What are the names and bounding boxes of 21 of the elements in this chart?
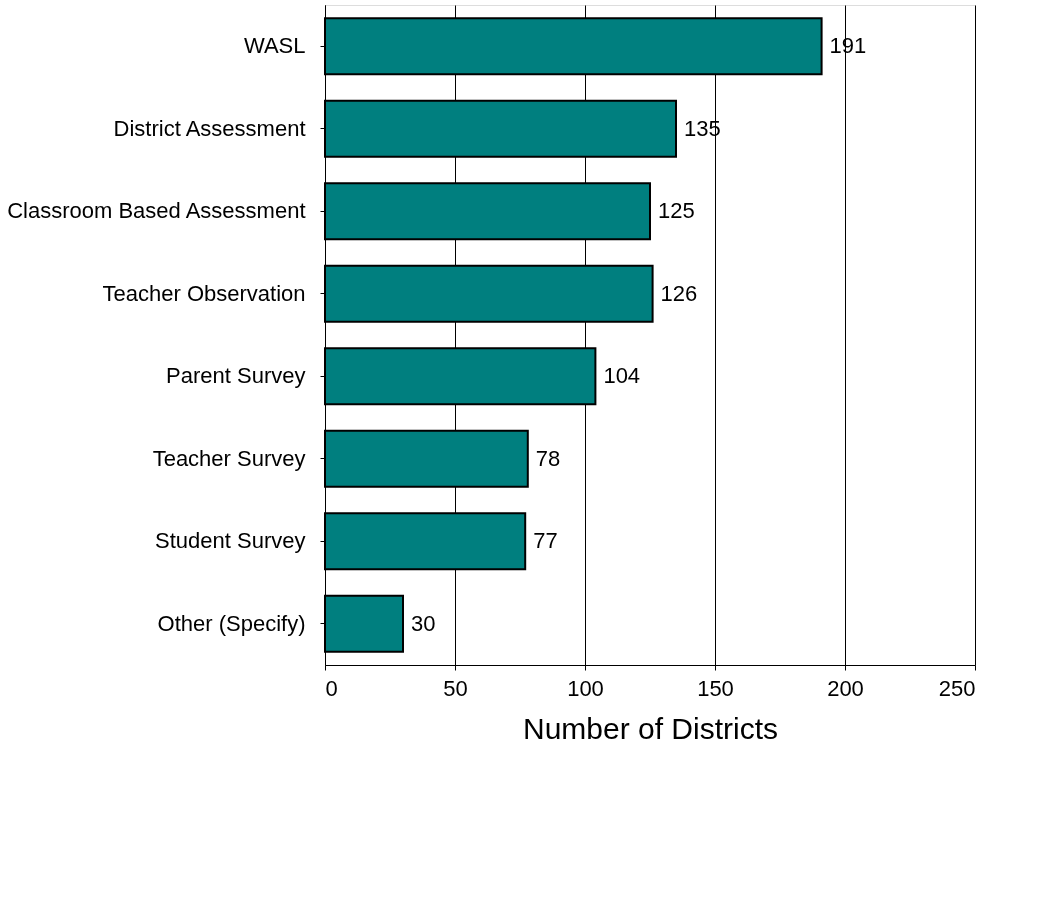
y-tick-label: Classroom Based Assessment	[7, 198, 306, 224]
x-tick-label: 100	[567, 675, 604, 701]
data-label: 126	[660, 280, 698, 306]
y-tick-label: Teacher Observation	[102, 280, 306, 306]
x-tick-label: 50	[443, 675, 468, 701]
x-axis-title: Number of Districts	[522, 711, 779, 745]
x-tick-label: 200	[827, 675, 864, 701]
x-tick-label: 150	[697, 675, 734, 701]
data-label: 78	[535, 445, 561, 471]
y-tick-label: WASL	[243, 33, 306, 59]
data-label: 30	[411, 610, 436, 636]
y-tick-label: Student Survey	[155, 528, 306, 554]
x-tick-label: 250	[938, 675, 976, 701]
data-label: 77	[533, 528, 558, 554]
y-tick-label: Other (Specify)	[157, 610, 306, 636]
y-tick-label: District Assessment	[113, 115, 306, 141]
y-tick-label: Parent Survey	[166, 363, 306, 389]
x-tick-label: 0	[325, 675, 338, 701]
data-label: 104	[603, 363, 641, 389]
data-label: 125	[658, 198, 695, 224]
y-tick-label: Teacher Survey	[152, 445, 306, 471]
